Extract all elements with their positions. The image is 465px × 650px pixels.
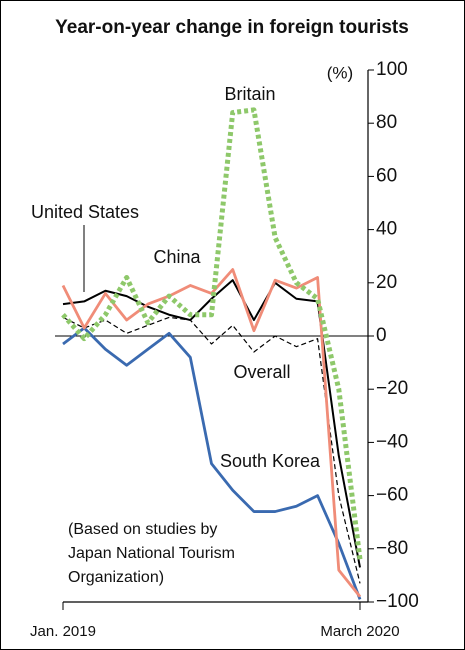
series-label: South Korea [220,451,321,471]
note: Organization) [68,569,164,586]
chart-title: Year-on-year change in foreign tourists [55,17,409,38]
y-tick-label: −40 [376,431,408,452]
y-tick-label: −20 [376,378,408,399]
y-tick-label: 20 [376,272,397,293]
series-line [62,279,361,568]
series-label: Overall [233,362,290,382]
y-tick-label: 0 [376,325,387,346]
series-label: China [153,247,201,267]
note: Japan National Tourism [68,545,235,562]
series-line [62,316,361,584]
y-tick-label: −60 [376,485,408,506]
y-tick-label: 60 [376,165,397,186]
y-tick-label: −100 [376,591,419,612]
series-line [62,326,362,600]
x-tick-label: March 2020 [320,623,399,640]
y-tick-label: 80 [376,112,397,133]
series-label: United States [31,202,139,222]
y-unit: (%) [327,63,353,82]
series-label: Britain [224,84,275,104]
note: (Based on studies by [68,521,217,538]
series-line [61,107,363,560]
y-tick-label: −80 [376,538,408,559]
y-tick-label: 100 [376,59,408,80]
y-tick-label: 40 [376,219,397,240]
x-tick-label: Jan. 2019 [30,623,96,640]
